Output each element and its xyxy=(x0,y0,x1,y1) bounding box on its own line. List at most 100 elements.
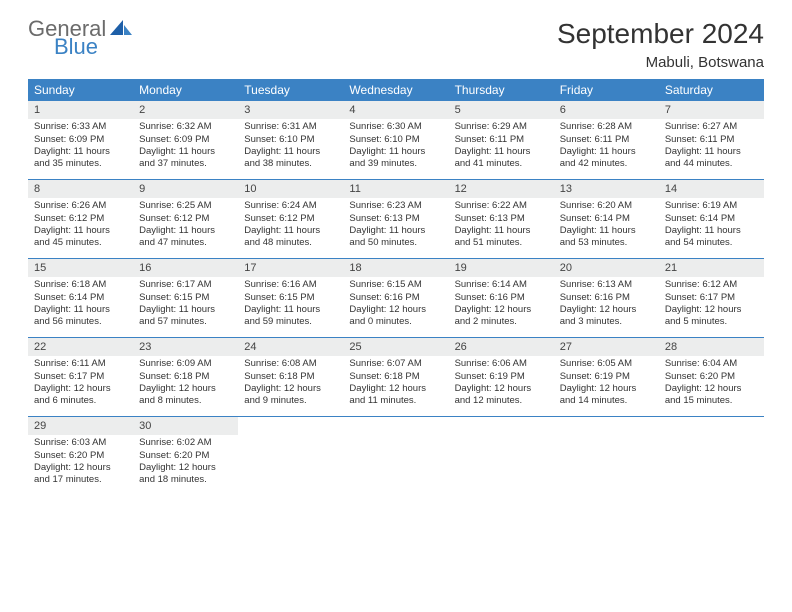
day-header: Wednesday xyxy=(343,79,448,101)
day-line: Daylight: 12 hours xyxy=(349,383,442,395)
day-body: Sunrise: 6:31 AMSunset: 6:10 PMDaylight:… xyxy=(238,119,343,174)
day-body: Sunrise: 6:06 AMSunset: 6:19 PMDaylight:… xyxy=(449,356,554,411)
day-line: Sunrise: 6:26 AM xyxy=(34,200,127,212)
day-line: Sunrise: 6:25 AM xyxy=(139,200,232,212)
day-cell: 11Sunrise: 6:23 AMSunset: 6:13 PMDayligh… xyxy=(343,180,448,258)
day-body: Sunrise: 6:27 AMSunset: 6:11 PMDaylight:… xyxy=(659,119,764,174)
day-number: 27 xyxy=(554,338,659,356)
day-line: Daylight: 11 hours xyxy=(139,146,232,158)
day-cell: 17Sunrise: 6:16 AMSunset: 6:15 PMDayligh… xyxy=(238,259,343,337)
day-number: 1 xyxy=(28,101,133,119)
day-line: Daylight: 12 hours xyxy=(244,383,337,395)
day-header: Tuesday xyxy=(238,79,343,101)
day-cell: 12Sunrise: 6:22 AMSunset: 6:13 PMDayligh… xyxy=(449,180,554,258)
day-line: and 9 minutes. xyxy=(244,395,337,407)
day-line: Daylight: 11 hours xyxy=(34,225,127,237)
day-line: Sunrise: 6:20 AM xyxy=(560,200,653,212)
day-line: Sunrise: 6:12 AM xyxy=(665,279,758,291)
day-line: Daylight: 11 hours xyxy=(349,146,442,158)
day-line: and 8 minutes. xyxy=(139,395,232,407)
day-number: 25 xyxy=(343,338,448,356)
day-cell: 23Sunrise: 6:09 AMSunset: 6:18 PMDayligh… xyxy=(133,338,238,416)
week-row: 8Sunrise: 6:26 AMSunset: 6:12 PMDaylight… xyxy=(28,180,764,259)
day-number: 4 xyxy=(343,101,448,119)
location: Mabuli, Botswana xyxy=(557,54,764,71)
day-cell: 30Sunrise: 6:02 AMSunset: 6:20 PMDayligh… xyxy=(133,417,238,495)
month-title: September 2024 xyxy=(557,18,764,50)
day-number: 22 xyxy=(28,338,133,356)
day-cell: 15Sunrise: 6:18 AMSunset: 6:14 PMDayligh… xyxy=(28,259,133,337)
day-cell: 4 Sunrise: 6:30 AMSunset: 6:10 PMDaylight… xyxy=(343,101,448,179)
day-number: 15 xyxy=(28,259,133,277)
day-header: Saturday xyxy=(659,79,764,101)
day-line: Daylight: 11 hours xyxy=(139,225,232,237)
day-header: Monday xyxy=(133,79,238,101)
day-line: Sunset: 6:20 PM xyxy=(139,450,232,462)
day-line: Daylight: 11 hours xyxy=(560,225,653,237)
day-line: Sunrise: 6:04 AM xyxy=(665,358,758,370)
day-number: 14 xyxy=(659,180,764,198)
day-cell: 24Sunrise: 6:08 AMSunset: 6:18 PMDayligh… xyxy=(238,338,343,416)
day-line: Daylight: 11 hours xyxy=(139,304,232,316)
day-number: 2 xyxy=(133,101,238,119)
day-line: Sunrise: 6:14 AM xyxy=(455,279,548,291)
day-number: 10 xyxy=(238,180,343,198)
day-line: Sunset: 6:19 PM xyxy=(560,371,653,383)
day-cell: 6Sunrise: 6:28 AMSunset: 6:11 PMDaylight… xyxy=(554,101,659,179)
day-line: Sunrise: 6:05 AM xyxy=(560,358,653,370)
day-line: Sunset: 6:10 PM xyxy=(349,134,442,146)
day-body: Sunrise: 6:15 AMSunset: 6:16 PMDaylight:… xyxy=(343,277,448,332)
day-line: Sunset: 6:16 PM xyxy=(560,292,653,304)
day-number: 6 xyxy=(554,101,659,119)
day-line: Sunset: 6:11 PM xyxy=(560,134,653,146)
day-line: Sunrise: 6:19 AM xyxy=(665,200,758,212)
day-line: and 0 minutes. xyxy=(349,316,442,328)
title-block: September 2024 Mabuli, Botswana xyxy=(557,18,764,71)
day-line: Daylight: 11 hours xyxy=(244,304,337,316)
day-cell: 21Sunrise: 6:12 AMSunset: 6:17 PMDayligh… xyxy=(659,259,764,337)
day-line: Daylight: 11 hours xyxy=(455,225,548,237)
day-line: Sunset: 6:09 PM xyxy=(34,134,127,146)
day-line: and 15 minutes. xyxy=(665,395,758,407)
day-number: 9 xyxy=(133,180,238,198)
day-line: Sunrise: 6:33 AM xyxy=(34,121,127,133)
day-body: Sunrise: 6:25 AMSunset: 6:12 PMDaylight:… xyxy=(133,198,238,253)
day-cell: 13Sunrise: 6:20 AMSunset: 6:14 PMDayligh… xyxy=(554,180,659,258)
day-cell: 22Sunrise: 6:11 AMSunset: 6:17 PMDayligh… xyxy=(28,338,133,416)
day-cell: 16Sunrise: 6:17 AMSunset: 6:15 PMDayligh… xyxy=(133,259,238,337)
day-line: Sunrise: 6:07 AM xyxy=(349,358,442,370)
day-body: Sunrise: 6:22 AMSunset: 6:13 PMDaylight:… xyxy=(449,198,554,253)
logo: General Blue xyxy=(28,18,132,58)
day-body: Sunrise: 6:12 AMSunset: 6:17 PMDaylight:… xyxy=(659,277,764,332)
day-line: and 37 minutes. xyxy=(139,158,232,170)
day-line: Sunset: 6:16 PM xyxy=(349,292,442,304)
day-cell xyxy=(449,417,554,495)
day-line: Sunset: 6:17 PM xyxy=(665,292,758,304)
day-line: and 5 minutes. xyxy=(665,316,758,328)
day-number: 16 xyxy=(133,259,238,277)
calendar: SundayMondayTuesdayWednesdayThursdayFrid… xyxy=(28,79,764,495)
day-line: Sunset: 6:09 PM xyxy=(139,134,232,146)
day-body: Sunrise: 6:26 AMSunset: 6:12 PMDaylight:… xyxy=(28,198,133,253)
day-body: Sunrise: 6:29 AMSunset: 6:11 PMDaylight:… xyxy=(449,119,554,174)
day-line: Sunrise: 6:30 AM xyxy=(349,121,442,133)
day-line: and 6 minutes. xyxy=(34,395,127,407)
day-body: Sunrise: 6:23 AMSunset: 6:13 PMDaylight:… xyxy=(343,198,448,253)
day-number: 7 xyxy=(659,101,764,119)
day-line: Daylight: 11 hours xyxy=(665,225,758,237)
day-line: Sunset: 6:15 PM xyxy=(139,292,232,304)
day-line: Sunrise: 6:13 AM xyxy=(560,279,653,291)
day-body: Sunrise: 6:17 AMSunset: 6:15 PMDaylight:… xyxy=(133,277,238,332)
day-line: and 59 minutes. xyxy=(244,316,337,328)
day-line: Sunrise: 6:09 AM xyxy=(139,358,232,370)
logo-text-blue: Blue xyxy=(54,36,132,58)
day-cell: 10Sunrise: 6:24 AMSunset: 6:12 PMDayligh… xyxy=(238,180,343,258)
day-body: Sunrise: 6:09 AMSunset: 6:18 PMDaylight:… xyxy=(133,356,238,411)
day-cell: 7Sunrise: 6:27 AMSunset: 6:11 PMDaylight… xyxy=(659,101,764,179)
day-line: Sunrise: 6:15 AM xyxy=(349,279,442,291)
day-body: Sunrise: 6:13 AMSunset: 6:16 PMDaylight:… xyxy=(554,277,659,332)
day-line: Sunrise: 6:32 AM xyxy=(139,121,232,133)
week-row: 15Sunrise: 6:18 AMSunset: 6:14 PMDayligh… xyxy=(28,259,764,338)
day-cell: 2 Sunrise: 6:32 AMSunset: 6:09 PMDaylight… xyxy=(133,101,238,179)
day-body: Sunrise: 6:28 AMSunset: 6:11 PMDaylight:… xyxy=(554,119,659,174)
